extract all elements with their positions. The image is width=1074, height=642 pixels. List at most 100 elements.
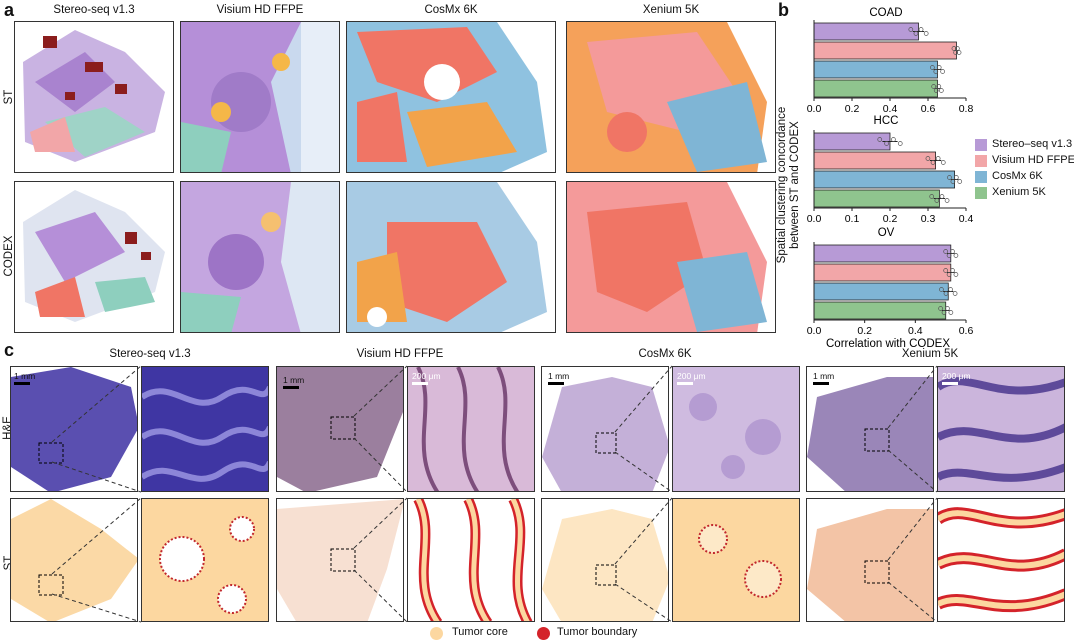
visium-st-zoom	[407, 498, 535, 622]
point-ov-2-3	[950, 268, 955, 273]
point-coad-2-3	[955, 46, 960, 51]
stereo-he-overview: 1 mm	[10, 366, 138, 492]
point-hcc-4-3	[939, 194, 945, 199]
point-coad-4-1	[931, 84, 937, 89]
legend-label-cosmx: CosMx 6K	[992, 170, 1043, 182]
point-hcc-3-1	[947, 175, 952, 180]
point-ov-4-2	[941, 310, 947, 315]
panel-label-a: a	[4, 0, 15, 20]
bar-hcc-4	[813, 189, 940, 208]
point-hcc-1-1	[877, 137, 883, 142]
point-ov-1-4	[953, 253, 959, 258]
chart-title-hcc: HCC	[874, 115, 899, 127]
tick-label-hcc-0: 0.0	[807, 213, 822, 225]
point-coad-4-2	[933, 88, 939, 93]
bar-ov-3	[813, 282, 949, 301]
legend-label-tumor-boundary: Tumor boundary	[557, 626, 638, 638]
visium-codex-image	[180, 181, 340, 333]
point-ov-4-1	[938, 306, 943, 311]
chart-legend: Stereo–seq v1.3 Visium HD FFPE CosMx 6K …	[975, 138, 1074, 208]
point-coad-1-4	[923, 31, 929, 36]
panel-label-b: b	[778, 0, 789, 20]
legend-label-visium: Visium HD FFPE	[992, 154, 1074, 166]
x-axis-label: Correlation with CODEX	[826, 338, 950, 350]
tick-label-hcc-4: 0.4	[959, 213, 974, 225]
legend-dot-tumor-core	[430, 627, 443, 640]
cosmx-st-overview	[541, 498, 669, 622]
cosmx-he-zoom: 200 μm	[672, 366, 800, 492]
legend-swatch-stereo	[975, 139, 987, 151]
point-coad-3-3	[936, 65, 942, 70]
chart-title-coad: COAD	[869, 7, 902, 19]
tick-label-hcc-3: 0.3	[921, 213, 936, 225]
point-ov-3-1	[939, 287, 944, 292]
stereo-st-zoom	[141, 498, 269, 622]
tick-label-coad-2: 0.4	[883, 103, 898, 115]
tick-label-coad-4: 0.8	[959, 103, 974, 115]
point-ov-2-4	[953, 272, 959, 277]
panel-label-c: c	[4, 340, 15, 360]
visium-st-image	[180, 21, 340, 173]
point-coad-2-1	[951, 46, 957, 51]
bar-coad-1	[813, 22, 919, 41]
bar-coad-3	[813, 60, 938, 79]
legend-label-xenium: Xenium 5K	[992, 186, 1046, 198]
panel-c-col-title-2: Visium HD FFPE	[356, 348, 444, 360]
chart-title-ov: OV	[878, 227, 895, 239]
xenium-st-overview	[806, 498, 934, 622]
point-ov-4-4	[948, 310, 954, 315]
point-ov-3-2	[943, 291, 949, 296]
xenium-codex-image	[566, 181, 776, 333]
chart-ylabel-line1: Spatial clustering concordance	[776, 106, 788, 264]
tick-label-ov-1: 0.2	[857, 325, 872, 337]
legend-swatch-visium	[975, 155, 987, 167]
stereo-st-overview	[10, 498, 138, 622]
tick-label-ov-3: 0.6	[959, 325, 974, 337]
point-coad-3-4	[940, 69, 945, 74]
panel-c-col-title-1: Stereo-seq v1.3	[109, 348, 191, 360]
legend-label-tumor-core: Tumor core	[452, 626, 508, 638]
tick-label-coad-1: 0.2	[845, 103, 860, 115]
point-hcc-2-3	[935, 156, 941, 161]
point-ov-4-3	[945, 306, 950, 311]
point-coad-2-4	[956, 50, 962, 55]
tick-label-ov-2: 0.4	[908, 325, 923, 337]
point-ov-3-4	[952, 291, 958, 296]
stereo-codex-image	[14, 181, 174, 333]
scale-label-zoom: 200 μm	[412, 371, 441, 381]
scale-label-zoom: 200 μm	[942, 371, 971, 381]
tick-label-ov-0: 0.0	[807, 325, 822, 337]
point-hcc-1-3	[891, 137, 896, 142]
panel-a-col-title-4: Xenium 5K	[642, 4, 700, 16]
point-ov-3-3	[948, 287, 953, 292]
bar-coad-4	[813, 79, 938, 98]
bar-ov-1	[813, 244, 952, 263]
point-hcc-4-2	[934, 198, 940, 203]
visium-he-overview: 1 mm	[276, 366, 404, 492]
point-coad-1-3	[918, 27, 924, 32]
xenium-he-zoom: 200 μm	[937, 366, 1065, 492]
legend-label-stereo: Stereo–seq v1.3	[992, 138, 1073, 150]
scale-label: 1 mm	[283, 375, 305, 385]
point-hcc-3-3	[953, 175, 959, 180]
point-coad-3-1	[930, 65, 935, 70]
xenium-he-overview: 1 mm	[806, 366, 934, 492]
point-ov-2-1	[943, 268, 949, 273]
scale-label: 1 mm	[14, 371, 36, 381]
cosmx-he-overview: 1 mm	[541, 366, 669, 492]
chart-ylabel-container: Spatial clustering concordance between S…	[774, 92, 801, 282]
cosmx-codex-image	[346, 181, 556, 333]
cosmx-st-zoom	[672, 498, 800, 622]
point-hcc-1-2	[884, 141, 889, 146]
scale-label: 1 mm	[548, 371, 570, 381]
xenium-st-zoom	[937, 498, 1065, 622]
point-hcc-3-2	[950, 179, 956, 184]
point-hcc-4-4	[944, 198, 950, 203]
bar-ov-4	[813, 301, 947, 320]
panel-a-col-title-1: Stereo-seq v1.3	[53, 4, 135, 16]
point-ov-2-2	[946, 272, 952, 277]
tick-label-coad-3: 0.6	[921, 103, 936, 115]
bar-hcc-3	[813, 170, 956, 189]
panel-c-col-title-4: Xenium 5K	[901, 348, 959, 360]
scale-label-zoom: 200 μm	[677, 371, 706, 381]
